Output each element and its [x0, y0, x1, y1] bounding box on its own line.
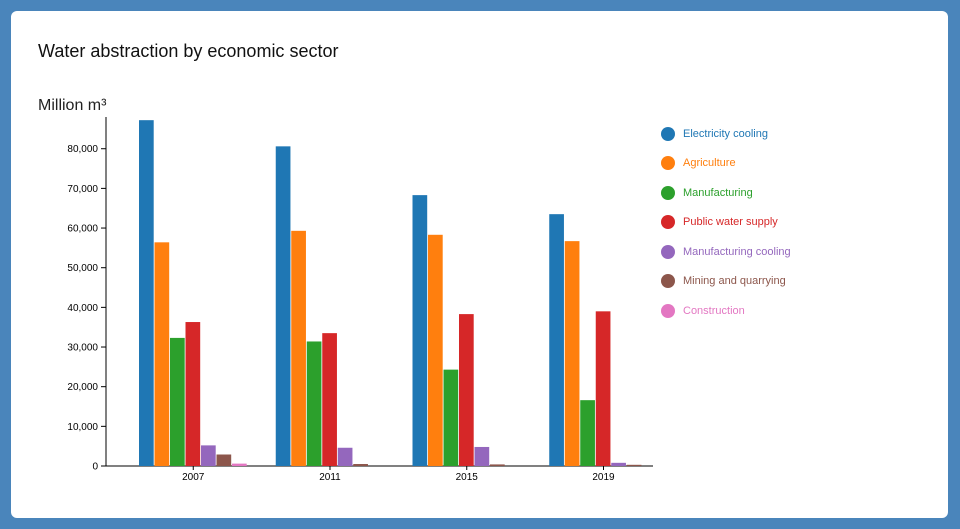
x-tick-label: 2019	[592, 472, 615, 483]
y-tick-label: 30,000	[67, 343, 98, 354]
legend-label: Public water supply	[683, 216, 778, 229]
bar-public-water-supply-2007	[185, 322, 201, 466]
bar-construction-2007	[232, 463, 247, 466]
legend-label: Agriculture	[683, 157, 736, 170]
y-tick-label: 40,000	[67, 303, 98, 314]
legend-swatch	[661, 126, 675, 141]
x-tick-label: 2015	[456, 472, 479, 483]
bar-mining-and-quarrying-2019	[626, 464, 642, 466]
y-tick-label: 50,000	[67, 263, 98, 274]
bar-agriculture-2007	[154, 242, 170, 466]
bar-electricity-cooling-2007	[139, 120, 154, 466]
legend-swatch	[661, 274, 675, 289]
bar-manufacturing-2011	[306, 341, 322, 466]
y-tick-label: 80,000	[67, 144, 98, 155]
y-tick-label: 0	[92, 462, 98, 473]
bar-manufacturing-cooling-2011	[337, 447, 353, 466]
legend-item: Manufacturing cooling	[661, 237, 791, 267]
legend: Electricity cooling Agriculture Manufactur…	[661, 119, 791, 326]
x-tick-label: 2011	[319, 472, 341, 483]
y-tick-label: 70,000	[67, 184, 98, 195]
legend-label: Electricity cooling	[683, 127, 768, 140]
chart-card: Water abstraction by economic sector Mil…	[11, 11, 948, 518]
legend-item: Public water supply	[661, 208, 791, 238]
legend-item: Manufacturing	[661, 178, 791, 208]
legend-label: Construction	[683, 304, 745, 317]
legend-label: Manufacturing	[683, 186, 753, 199]
bar-agriculture-2015	[428, 234, 443, 466]
legend-item: Construction	[661, 296, 791, 326]
bar-mining-and-quarrying-2011	[353, 464, 368, 466]
bar-manufacturing-2015	[443, 369, 459, 466]
legend-swatch	[661, 303, 675, 318]
bar-electricity-cooling-2011	[275, 146, 291, 467]
legend-label: Manufacturing cooling	[683, 245, 791, 258]
legend-label: Mining and quarrying	[683, 275, 786, 288]
legend-swatch	[661, 156, 675, 171]
bar-mining-and-quarrying-2007	[216, 454, 232, 466]
legend-item: Agriculture	[661, 149, 791, 179]
bar-manufacturing-2007	[170, 337, 185, 466]
legend-swatch	[661, 215, 675, 230]
y-tick-label: 10,000	[67, 422, 98, 433]
y-axis-unit-label: Million m³	[38, 97, 107, 114]
legend-item: Electricity cooling	[661, 119, 791, 149]
legend-item: Mining and quarrying	[661, 267, 791, 297]
bar-manufacturing-cooling-2019	[611, 462, 626, 466]
bar-manufacturing-2019	[580, 400, 595, 466]
legend-swatch	[661, 244, 675, 259]
x-tick-label: 2007	[182, 472, 205, 483]
bar-manufacturing-cooling-2007	[201, 445, 216, 466]
bar-electricity-cooling-2015	[412, 195, 428, 466]
bar-chart: 0 10,000 20,000 30,000 40,000 50,000 60,000 70,…	[67, 117, 653, 483]
bar-public-water-supply-2019	[595, 311, 611, 466]
bar-agriculture-2011	[291, 230, 306, 466]
bar-electricity-cooling-2019	[549, 214, 564, 466]
bar-agriculture-2019	[564, 241, 580, 466]
y-tick-label: 60,000	[67, 224, 98, 235]
bar-public-water-supply-2015	[459, 314, 474, 466]
y-tick-label: 20,000	[67, 382, 98, 393]
bar-public-water-supply-2011	[322, 333, 337, 466]
bar-manufacturing-cooling-2015	[474, 446, 490, 466]
legend-swatch	[661, 185, 675, 200]
chart-title: Water abstraction by economic sector	[38, 41, 339, 61]
bar-mining-and-quarrying-2015	[490, 464, 505, 466]
